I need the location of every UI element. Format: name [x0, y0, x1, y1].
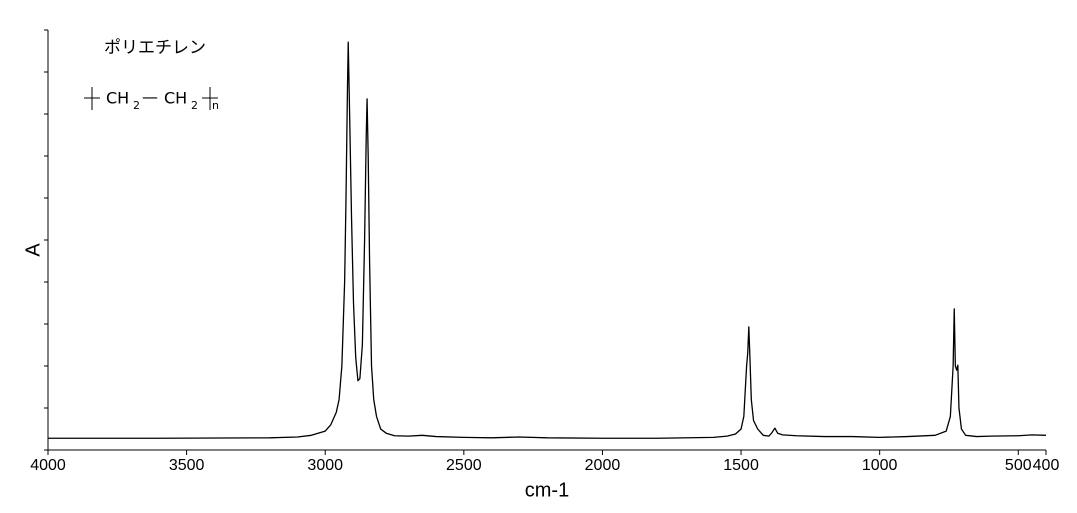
x-axis-label: cm-1	[525, 479, 569, 501]
x-tick-label: 3500	[169, 457, 205, 474]
x-tick-label: 500	[1005, 457, 1032, 474]
formula-sub: 2	[191, 99, 198, 112]
annotation: ポリエチレン	[104, 38, 206, 58]
x-tick-label: 400	[1033, 457, 1060, 474]
y-axis-label: A	[22, 243, 44, 257]
formula-repeat: n	[212, 99, 219, 112]
formula-unit: CH	[106, 89, 129, 108]
x-tick-label: 1000	[862, 457, 898, 474]
spectrum-line	[48, 41, 1047, 439]
formula: CH 2 — CH 2 n	[84, 87, 219, 112]
formula-sub: 2	[133, 99, 140, 112]
x-tick-label: 2000	[585, 457, 621, 474]
x-tick-label: 4000	[30, 457, 66, 474]
x-tick-label: 2500	[446, 457, 482, 474]
formula-dash: —	[142, 88, 158, 107]
x-tick-label: 1500	[723, 457, 759, 474]
x-tick-label: 3000	[307, 457, 343, 474]
formula-unit: CH	[164, 89, 187, 108]
